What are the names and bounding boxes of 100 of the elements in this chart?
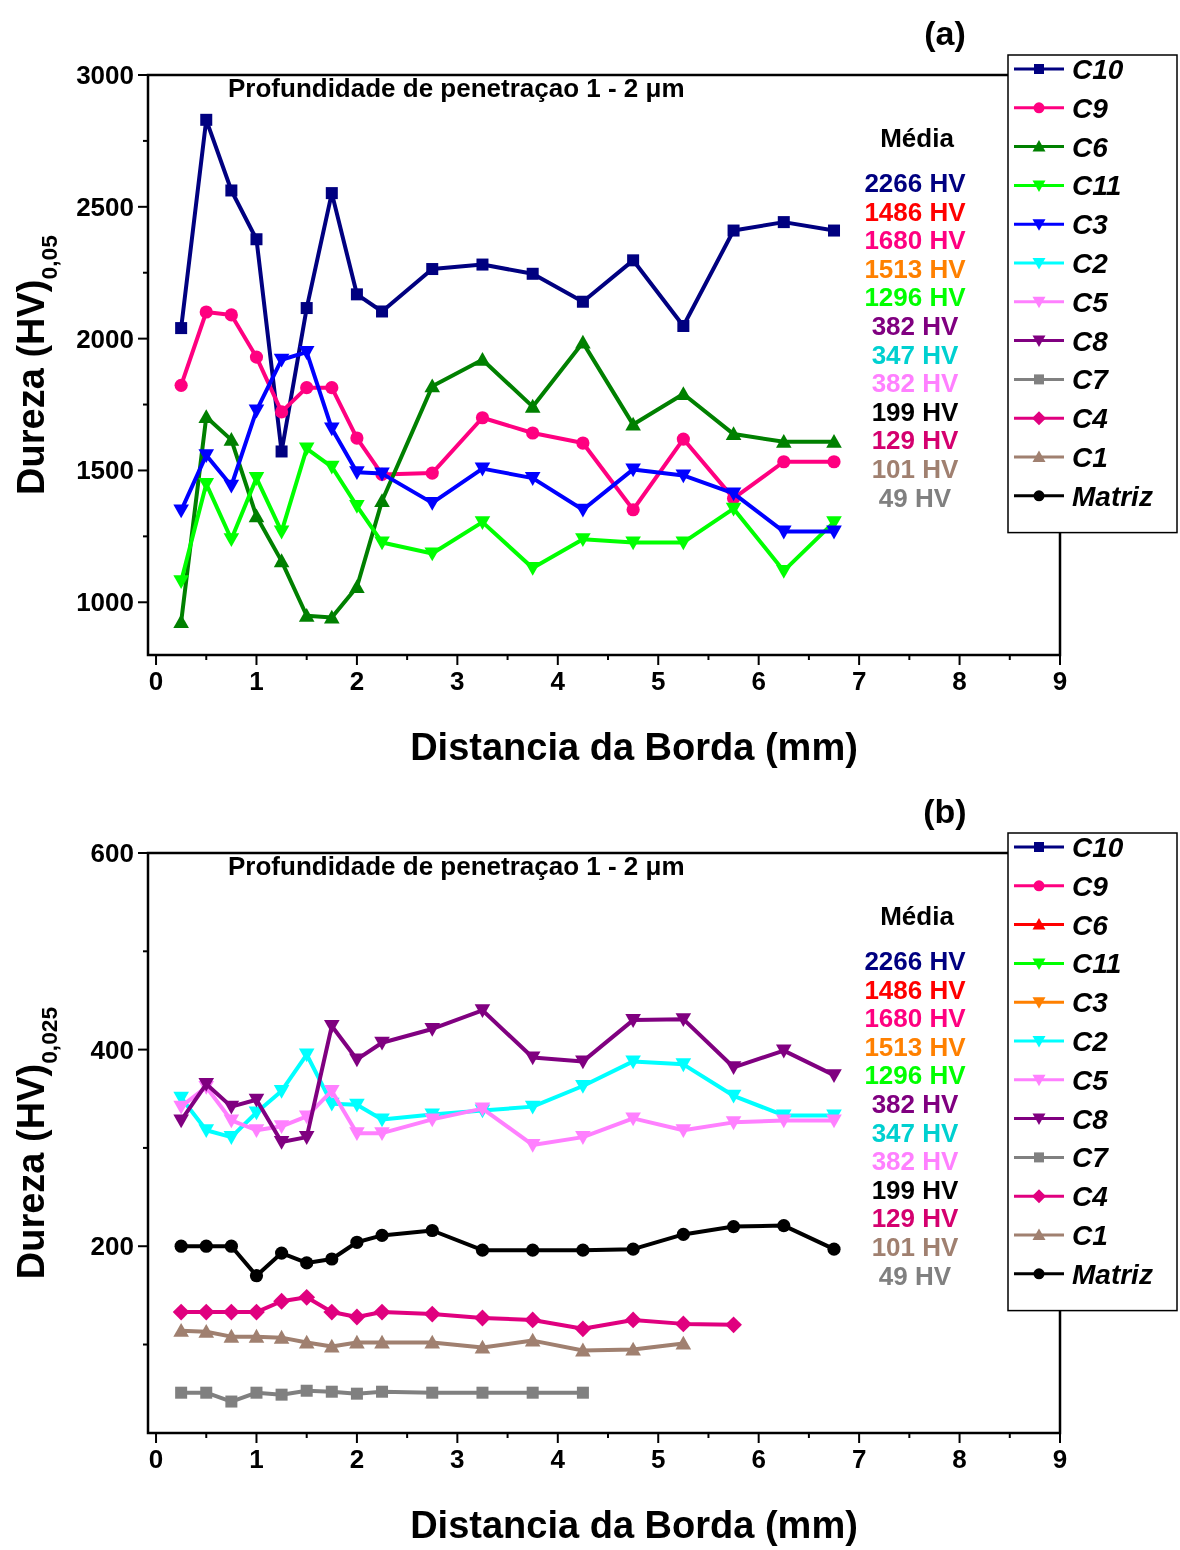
point [273,1329,290,1344]
point [274,1246,289,1260]
x-tick-label: 5 [651,1444,666,1474]
point [727,224,740,237]
point [576,1243,590,1257]
point [575,1131,591,1145]
point [300,1384,313,1397]
annotation: 382 HV [871,311,960,341]
point [826,525,842,540]
point [324,460,340,475]
legend-label: C6 [1072,131,1109,163]
point [374,1113,390,1128]
point [426,263,439,276]
point [676,432,690,446]
point [725,502,742,517]
legend-label: C11 [1072,948,1122,980]
point [374,1127,390,1141]
point [625,463,641,478]
point [349,500,365,514]
point [474,516,491,530]
point [350,288,363,301]
point [349,1053,365,1068]
point [349,1127,365,1141]
point [374,536,390,551]
x-tick-label: 2 [349,666,365,696]
point [298,1131,315,1145]
point [424,547,441,562]
annotation: 1680 HV [864,225,967,256]
point [199,1239,213,1253]
point [524,1100,541,1115]
annotation: 347 HV [871,1117,960,1148]
legend-label: Matriz [1072,1258,1153,1290]
x-tick-label: 6 [751,1444,766,1474]
legend-label: C2 [1072,248,1109,279]
point [300,302,313,315]
annotation: 1296 HV [864,1060,967,1091]
point [827,1242,841,1256]
annotation: 1513 HV [864,1031,967,1062]
point [675,386,692,400]
point [174,378,188,392]
point [725,487,742,502]
point [373,1303,391,1321]
x-tick-label: 0 [148,666,164,696]
point [625,416,641,431]
point [524,1332,541,1347]
point [625,1341,641,1356]
point [625,1014,641,1028]
point [274,405,289,419]
point [676,1227,690,1242]
legend-label: Matriz [1072,480,1153,512]
point [425,466,439,480]
x-tick-label: 3 [450,1444,465,1474]
legend-label: C6 [1072,909,1109,941]
point [826,1114,842,1129]
point [199,305,213,319]
point [474,351,491,366]
point [300,1256,314,1270]
annotation: 382 HV [871,368,960,399]
point [777,1218,791,1233]
point [273,1136,290,1150]
annotation: 2266 HV [864,946,967,976]
point [474,1004,491,1019]
point [725,1116,742,1131]
point [223,1328,240,1343]
point [627,254,640,267]
point [325,1385,338,1398]
point [273,1120,290,1135]
point [225,184,238,197]
legend-label: C1 [1072,442,1108,473]
point [224,1239,238,1253]
annotation: 49 HV [878,482,952,513]
point [348,1308,366,1326]
point [775,433,792,448]
y-tick-label: 200 [90,1231,134,1262]
point [725,1061,742,1076]
point [625,1112,641,1127]
point [677,319,690,332]
annotation: 199 HV [871,1174,960,1205]
point [576,436,590,450]
annotation: 1513 HV [864,253,967,284]
point [324,1084,340,1099]
point [273,525,290,540]
point [524,562,541,576]
point [725,1316,742,1334]
y-tick-label: 1500 [76,455,134,486]
point [575,1342,591,1357]
point [223,1131,240,1145]
point [250,233,263,246]
point [349,579,365,593]
annotation: 129 HV [871,1203,960,1234]
point [248,404,265,419]
x-tick-label: 4 [550,666,566,696]
point [273,1292,290,1310]
point [526,1386,539,1399]
point [223,1100,240,1115]
point [524,472,541,486]
point [424,1113,441,1128]
point [524,1051,541,1066]
point [200,113,213,126]
point [173,1322,189,1337]
